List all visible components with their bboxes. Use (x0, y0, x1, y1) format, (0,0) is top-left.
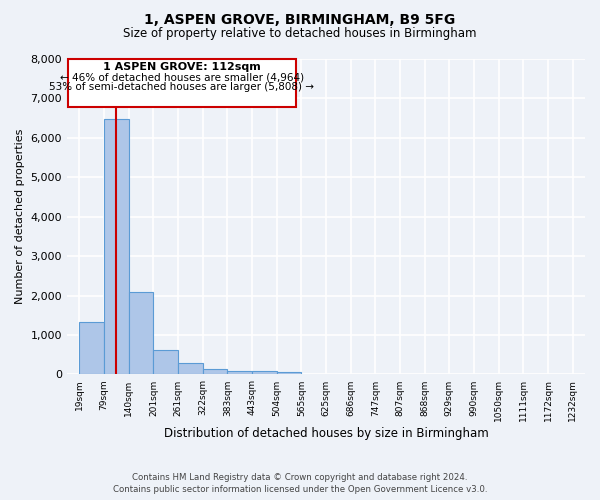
Text: ← 46% of detached houses are smaller (4,964): ← 46% of detached houses are smaller (4,… (60, 72, 304, 83)
Bar (154, 350, 178, 374)
Text: 1 ASPEN GROVE: 112sqm: 1 ASPEN GROVE: 112sqm (103, 62, 261, 72)
Bar (252, 372, 277, 374)
Bar (129, 292, 154, 374)
Bar (104, 118, 129, 374)
X-axis label: Distribution of detached houses by size in Birmingham: Distribution of detached houses by size … (164, 427, 488, 440)
Text: 53% of semi-detached houses are larger (5,808) →: 53% of semi-detached houses are larger (… (49, 82, 314, 92)
Text: Size of property relative to detached houses in Birmingham: Size of property relative to detached ho… (123, 28, 477, 40)
Bar (227, 372, 252, 374)
Text: Contains HM Land Registry data © Crown copyright and database right 2024.
Contai: Contains HM Land Registry data © Crown c… (113, 472, 487, 494)
Text: 1, ASPEN GROVE, BIRMINGHAM, B9 5FG: 1, ASPEN GROVE, BIRMINGHAM, B9 5FG (145, 12, 455, 26)
Y-axis label: Number of detached properties: Number of detached properties (15, 129, 25, 304)
Bar (178, 363, 203, 374)
FancyBboxPatch shape (68, 59, 296, 107)
Bar (79, 322, 104, 374)
Bar (277, 372, 301, 374)
Bar (203, 370, 227, 374)
